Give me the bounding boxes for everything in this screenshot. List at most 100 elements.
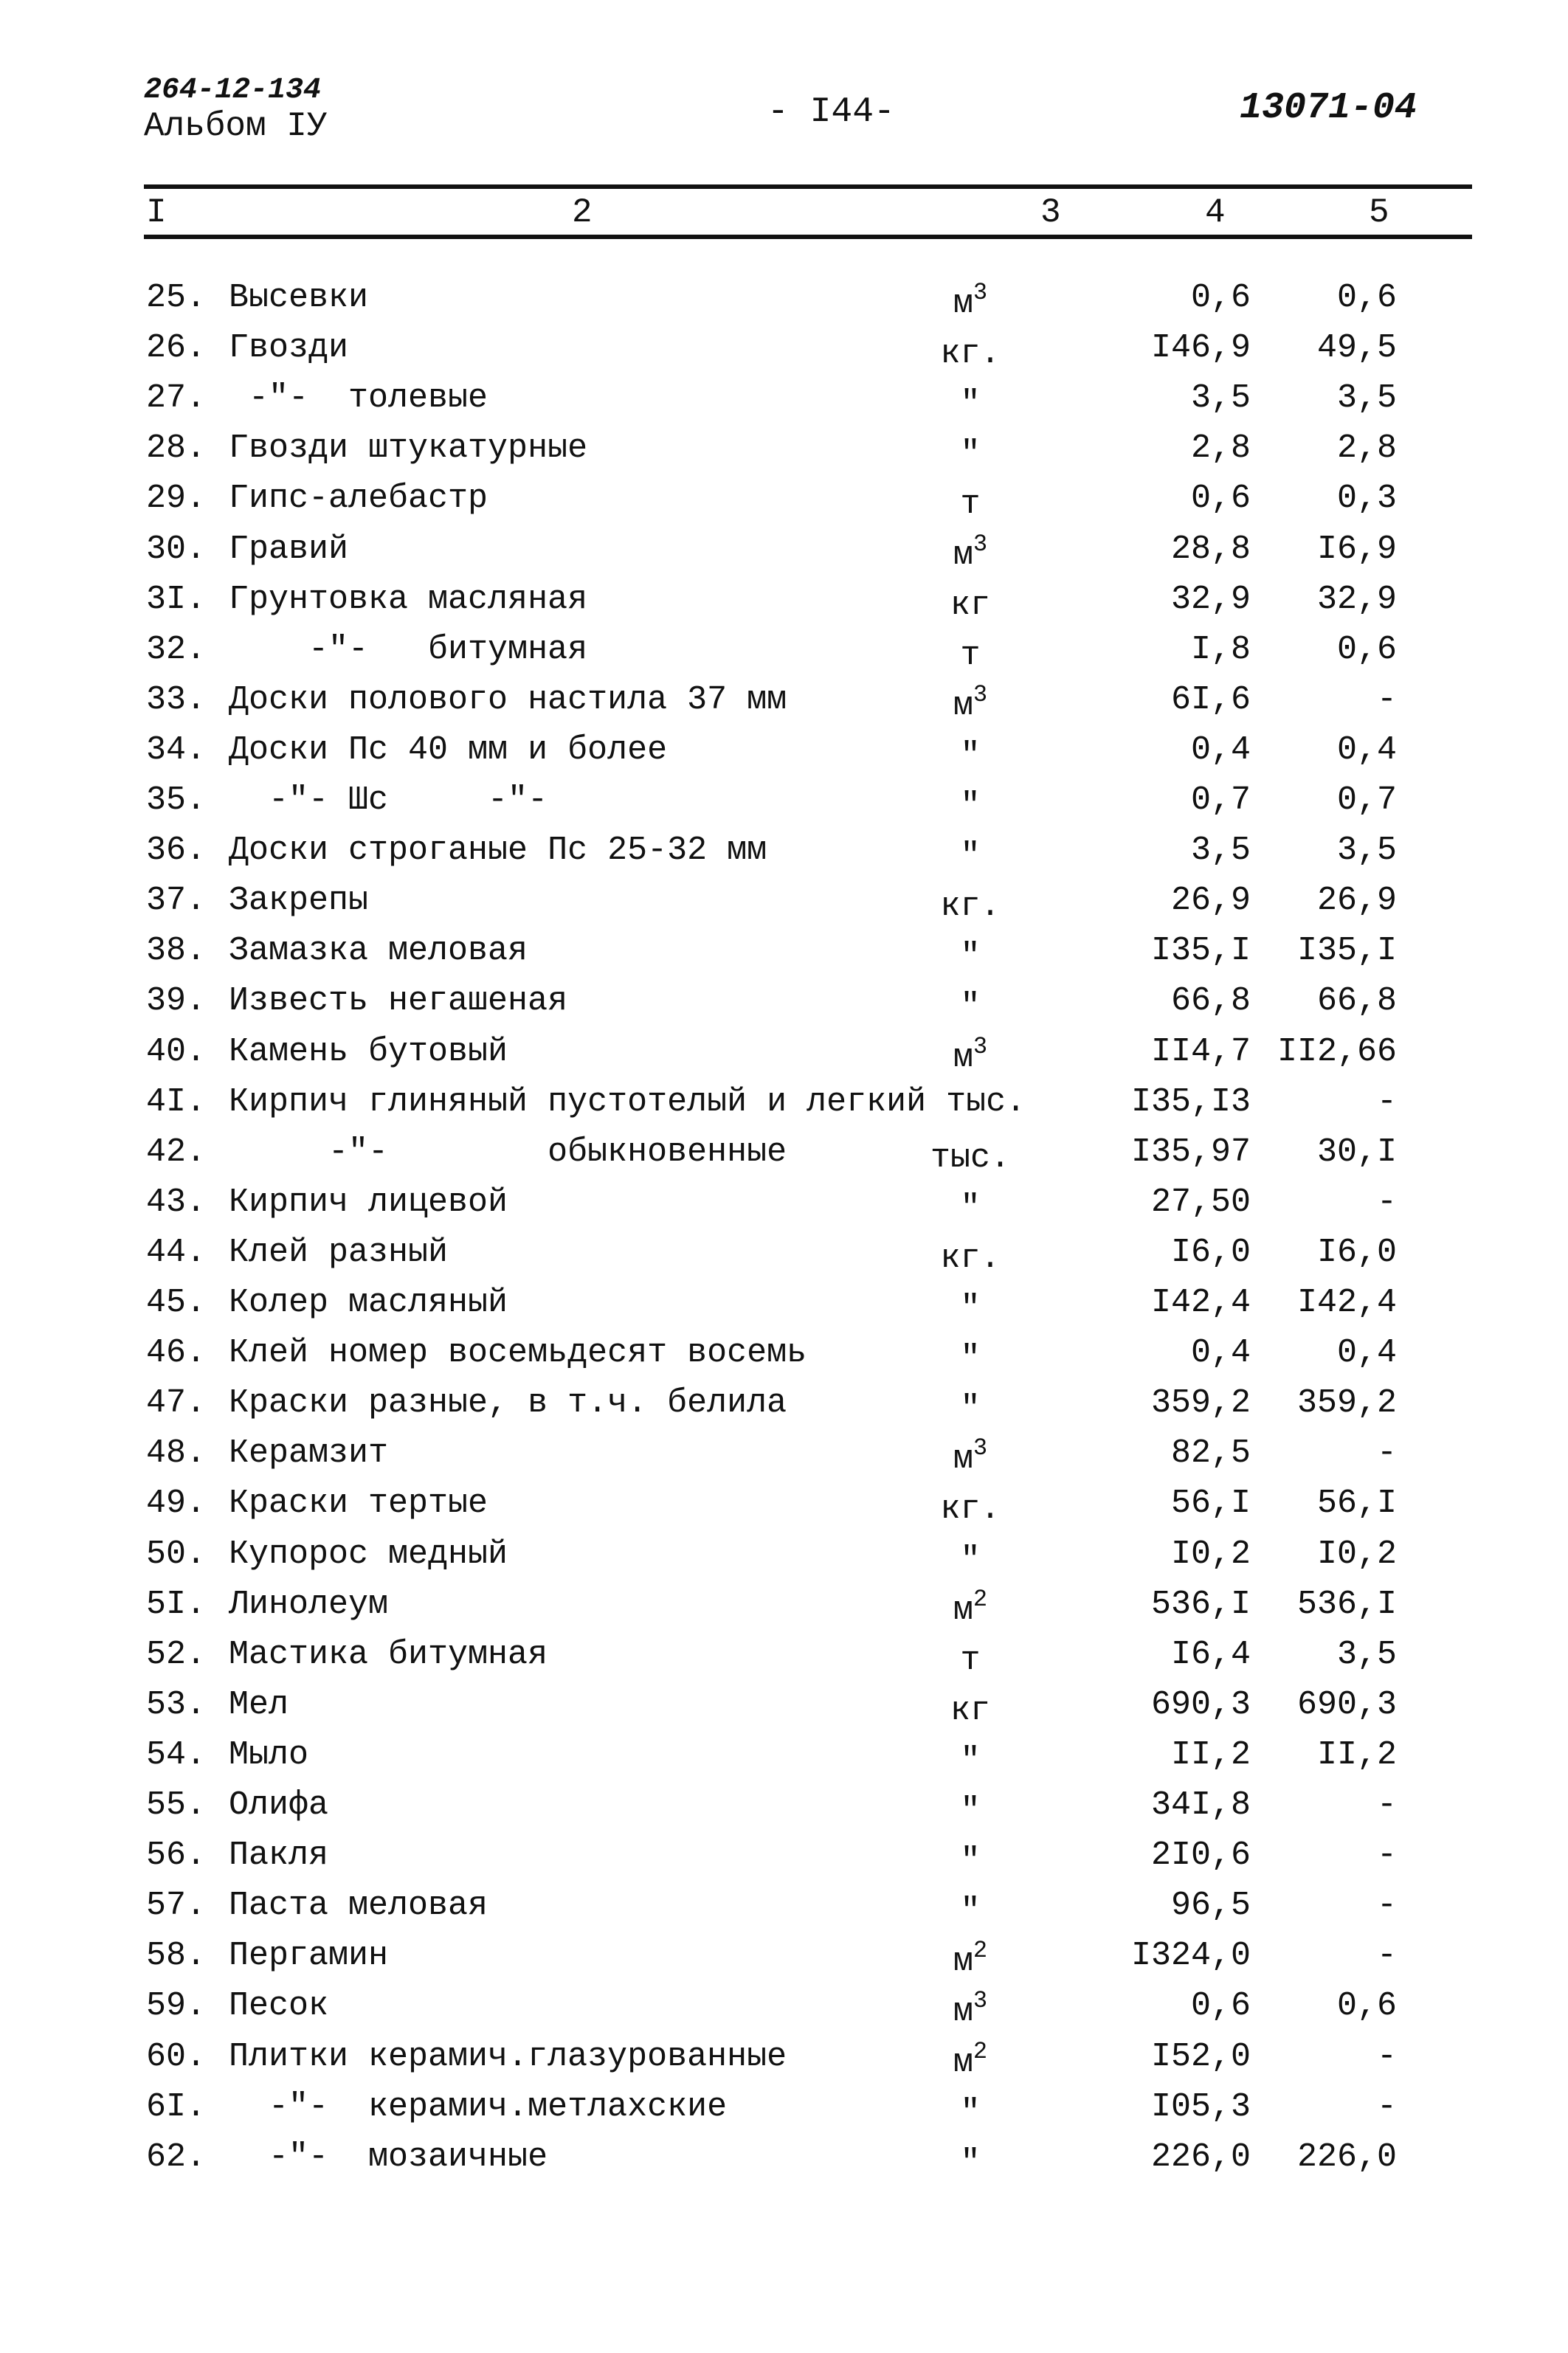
unit-cell: кг. xyxy=(908,1485,1033,1528)
unit-exponent: 3 xyxy=(973,680,988,708)
unit-cell: " xyxy=(908,1837,1033,1880)
unit: кг. xyxy=(940,1490,1001,1529)
material-name: -"- мозаичные xyxy=(229,2138,548,2176)
unit-cell: т xyxy=(908,480,1033,523)
row-number: 39. xyxy=(146,982,207,1020)
material-name: Доски полового настила 37 мм xyxy=(229,680,787,719)
quantity-col4: II,2 xyxy=(1170,1735,1251,1774)
unit: " xyxy=(960,1340,981,1378)
quantity-col4: 3,5 xyxy=(1190,832,1251,870)
unit-exponent: 2 xyxy=(973,1585,988,1613)
material-name: Гвозди xyxy=(229,329,349,367)
material-name: Мел xyxy=(229,1685,289,1724)
material-name: Паста меловая xyxy=(229,1887,488,1925)
unit: " xyxy=(960,1893,981,1931)
quantity-col4: 96,5 xyxy=(1170,1887,1251,1925)
quantity-col5: - xyxy=(1376,2037,1397,2076)
quantity-col5: 0,4 xyxy=(1336,1334,1397,1372)
table-row: 46. Клей номер восемьдесят восемь " 0,4 0,4 xyxy=(0,1334,1568,1384)
table-row: 30. Гравий м3 28,8 I6,9 xyxy=(0,531,1568,581)
quantity-col4: I324,0 xyxy=(1130,1937,1251,1975)
quantity-col5: 3,5 xyxy=(1336,832,1397,870)
unit: " xyxy=(960,1741,981,1780)
table-row: 4I. Кирпич глиняный пустотелый и легкий т… xyxy=(0,1083,1568,1133)
quantity-col4: I6,4 xyxy=(1170,1635,1251,1673)
unit-cell: м3 xyxy=(908,531,1033,574)
row-number: 59. xyxy=(146,1987,207,2025)
material-name: Кирпич глиняный пустотелый и легкий тыс. xyxy=(229,1082,1026,1121)
material-name: Клей разный xyxy=(229,1233,449,1271)
unit: " xyxy=(960,1792,981,1830)
unit-cell: кг. xyxy=(908,329,1033,373)
unit: " xyxy=(960,988,981,1026)
unit: кг. xyxy=(940,1239,1001,1277)
unit-exponent: 2 xyxy=(973,1937,988,1965)
quantity-col4: I35,I xyxy=(1150,932,1251,970)
row-number: 52. xyxy=(146,1635,207,1673)
table-row: 44. Клей разный кг. I6,0 I6,0 xyxy=(0,1234,1568,1284)
quantity-col5: 359,2 xyxy=(1296,1384,1397,1423)
quantity-col5: 0,6 xyxy=(1336,279,1397,317)
table-row: 50. Купорос медный " I0,2 I0,2 xyxy=(0,1535,1568,1586)
row-number: 4I. xyxy=(146,1082,207,1121)
table-row: 55. Олифа " 34I,8 - xyxy=(0,1786,1568,1837)
table-row: 49. Краски тертые кг. 56,I 56,I xyxy=(0,1485,1568,1535)
row-number: 58. xyxy=(146,1937,207,1975)
row-number: 57. xyxy=(146,1887,207,1925)
material-name: Пакля xyxy=(229,1837,329,1875)
document-code: 264-12-134 xyxy=(144,74,322,107)
quantity-col5: 3,5 xyxy=(1336,1635,1397,1673)
row-number: 47. xyxy=(146,1384,207,1423)
quantity-col5: - xyxy=(1376,680,1397,719)
table-row: 52. Мастика битумная т I6,4 3,5 xyxy=(0,1636,1568,1686)
table-row: 47. Краски разные, в т.ч. белила " 359,2 359… xyxy=(0,1384,1568,1434)
material-name: Гипс-алебастр xyxy=(229,480,488,518)
quantity-col4: I46,9 xyxy=(1150,329,1251,367)
quantity-col5: - xyxy=(1376,1837,1397,1875)
quantity-col4: I52,0 xyxy=(1150,2037,1251,2076)
quantity-col5: 690,3 xyxy=(1296,1685,1397,1724)
material-name: Пергамин xyxy=(229,1937,389,1975)
table-row: 6I. -"- керамич.метлахские " I05,3 - xyxy=(0,2088,1568,2138)
material-name: Клей номер восемьдесят восемь xyxy=(229,1334,807,1372)
row-number: 37. xyxy=(146,882,207,920)
column-header-3: 3 xyxy=(1040,193,1061,232)
unit-cell: м2 xyxy=(908,2038,1033,2081)
row-number: 5I. xyxy=(146,1585,207,1623)
unit: " xyxy=(960,385,981,424)
header-top-rule xyxy=(144,184,1472,189)
quantity-col5: 26,9 xyxy=(1316,882,1397,920)
quantity-col5: 0,6 xyxy=(1336,1987,1397,2025)
table-row: 59. Песок м3 0,6 0,6 xyxy=(0,1987,1568,2037)
row-number: 32. xyxy=(146,630,207,668)
unit-cell: " xyxy=(908,2088,1033,2132)
unit-exponent: 3 xyxy=(973,1434,988,1462)
material-name: -"- обыкновенные xyxy=(229,1133,787,1171)
material-name: Мастика битумная xyxy=(229,1635,548,1673)
unit-cell: " xyxy=(908,832,1033,875)
quantity-col5: 66,8 xyxy=(1316,982,1397,1020)
table-row: 53. Мел кг 690,3 690,3 xyxy=(0,1686,1568,1736)
quantity-col4: 2I0,6 xyxy=(1150,1837,1251,1875)
material-name: Закрепы xyxy=(229,882,369,920)
unit: м xyxy=(953,1038,973,1077)
unit: " xyxy=(960,435,981,474)
material-name: Гвозди штукатурные xyxy=(229,429,588,468)
quantity-col4: 34I,8 xyxy=(1150,1786,1251,1824)
material-name: Краски тертые xyxy=(229,1485,488,1523)
header-bottom-rule xyxy=(144,235,1472,239)
unit-cell: " xyxy=(908,932,1033,975)
unit: т xyxy=(960,1641,981,1679)
column-header-4: 4 xyxy=(1205,193,1226,232)
unit-cell: т xyxy=(908,631,1033,674)
quantity-col4: 0,6 xyxy=(1190,480,1251,518)
unit-exponent: 3 xyxy=(973,279,988,306)
material-name: Кирпич лицевой xyxy=(229,1183,508,1221)
quantity-col5: I42,4 xyxy=(1296,1284,1397,1321)
quantity-col4: I6,0 xyxy=(1170,1233,1251,1271)
quantity-col4: 0,4 xyxy=(1190,730,1251,769)
column-header-5: 5 xyxy=(1369,193,1389,232)
table-row: 28. Гвозди штукатурные " 2,8 2,8 xyxy=(0,429,1568,480)
quantity-col5: 0,7 xyxy=(1336,781,1397,819)
material-name: Гравий xyxy=(229,530,349,568)
